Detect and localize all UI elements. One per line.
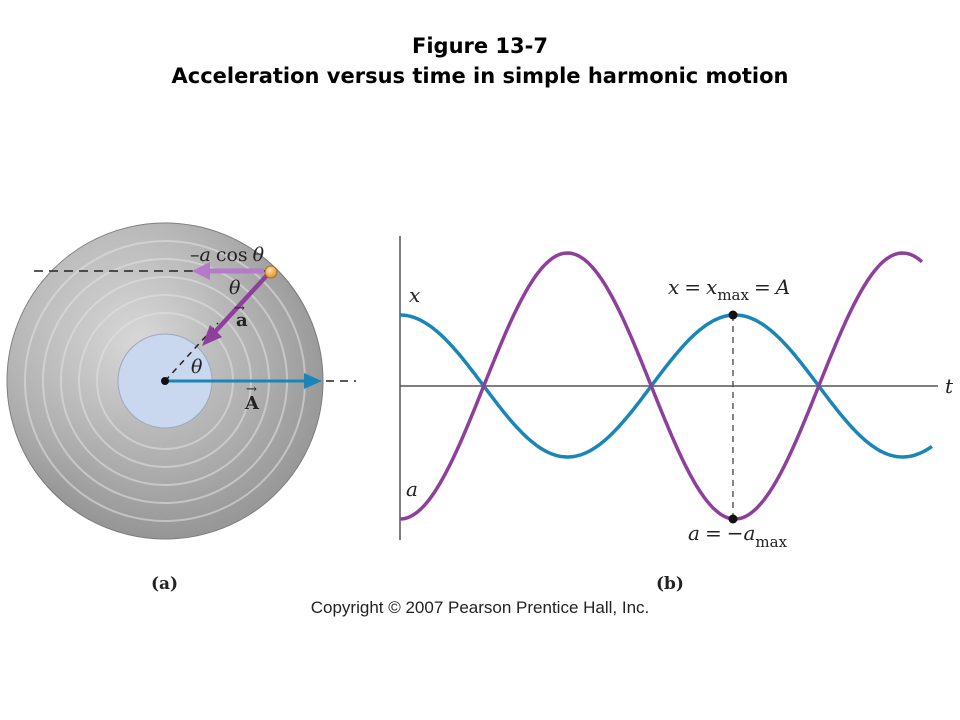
xmax-point xyxy=(728,310,738,320)
acceleration-vector-arrow-glyph: → xyxy=(234,301,245,316)
amin-point xyxy=(728,514,738,524)
position-vector-label: A xyxy=(244,393,260,414)
figure-number: Figure 13-7 xyxy=(412,34,548,58)
figure-title: Acceleration versus time in simple harmo… xyxy=(171,64,789,88)
x-curve-label: x xyxy=(409,283,420,307)
projection-label: –a cos θ xyxy=(190,244,265,266)
a-curve-label: a xyxy=(406,477,418,501)
projection-arrow xyxy=(192,262,264,280)
amin-annotation: a = −amax xyxy=(688,521,788,551)
angle-theta-upper: θ xyxy=(229,277,241,299)
position-vector-arrow xyxy=(165,373,322,389)
center-point xyxy=(161,377,169,385)
radius-dashed-line xyxy=(164,322,219,382)
position-curve xyxy=(400,313,934,459)
acceleration-curve xyxy=(399,251,924,521)
time-axis-label: t xyxy=(945,374,954,398)
acceleration-vector-arrow xyxy=(202,270,272,346)
position-vector-arrow-glyph: → xyxy=(246,382,257,397)
panel-a-label: (a) xyxy=(151,574,178,594)
angle-theta-lower: θ xyxy=(191,356,203,378)
copyright-notice: Copyright © 2007 Pearson Prentice Hall, … xyxy=(310,598,650,617)
panel-a: –a cos θ θ θ → a → A (a) xyxy=(6,222,356,594)
panel-b-label: (b) xyxy=(656,574,684,594)
particle xyxy=(264,265,278,279)
xmax-annotation: x = xmax = A xyxy=(668,275,790,304)
acceleration-vector-label: a xyxy=(236,310,248,331)
panel-b: t x a x = xmax = A a = −amax (b) xyxy=(399,236,954,594)
